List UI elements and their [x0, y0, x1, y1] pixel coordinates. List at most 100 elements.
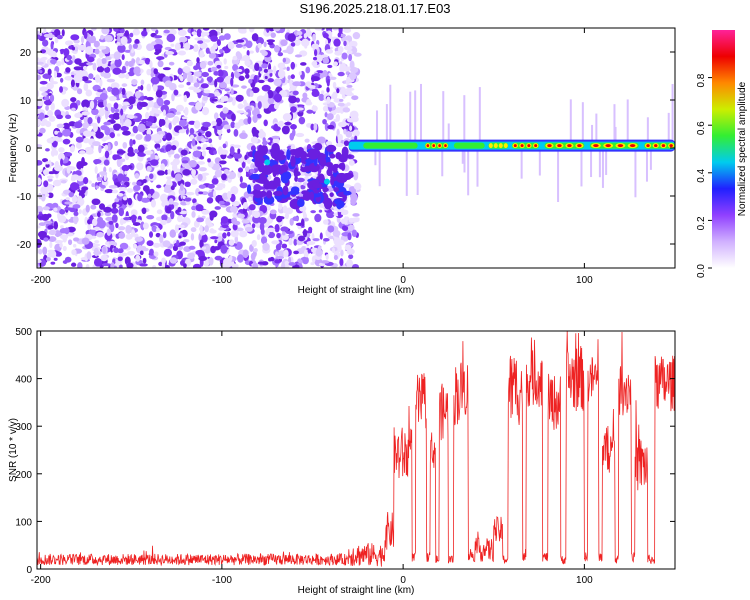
noise-speck [119, 242, 129, 250]
noise-speck [94, 240, 100, 244]
noise-speck [267, 215, 271, 225]
noise-speck [73, 237, 80, 242]
noise-speck [53, 221, 59, 230]
noise-speck [163, 248, 173, 257]
noise-speck [170, 185, 175, 191]
noise-speck [310, 210, 316, 214]
noise-speck [335, 106, 342, 114]
band-peak [547, 144, 552, 148]
noise-speck [118, 207, 125, 217]
band-streak [463, 145, 466, 173]
noise-speck [218, 200, 225, 205]
noise-speck [81, 237, 90, 245]
noise-speck [48, 115, 56, 122]
noise-speck [37, 144, 43, 148]
noise-speck [136, 162, 144, 171]
noise-speck [85, 147, 93, 152]
noise-speck [90, 204, 97, 210]
noise-speck [141, 207, 147, 215]
noise-speck [166, 176, 173, 180]
noise-speck [139, 250, 144, 256]
noise-speck [300, 218, 305, 227]
noise-speck [230, 229, 239, 238]
noise-speck [220, 216, 229, 224]
noise-speck [153, 251, 159, 257]
noise-speck [49, 241, 53, 249]
noise-speck [216, 64, 222, 69]
noise-speck [322, 69, 328, 78]
band-peak [513, 144, 517, 148]
noise-speck [118, 226, 126, 231]
noise-speck [58, 147, 65, 153]
noise-speck [132, 43, 138, 49]
noise-speck [261, 101, 270, 109]
noise-speck [223, 124, 231, 130]
noise-speck [188, 245, 196, 250]
noise-speck [50, 104, 55, 111]
noise-speck [74, 58, 82, 65]
noise-speck [113, 102, 119, 110]
noise-speck [104, 144, 109, 151]
cluster-speck [275, 153, 287, 161]
noise-speck [150, 76, 160, 85]
noise-speck [37, 66, 42, 70]
band-segment [424, 142, 449, 149]
noise-speck [164, 184, 171, 193]
cluster-speck [334, 198, 341, 205]
y-tick-label: -10 [17, 192, 32, 203]
noise-speck [326, 113, 334, 121]
noise-speck [50, 58, 57, 65]
noise-speck [318, 209, 323, 213]
noise-speck [335, 142, 344, 148]
noise-speck [144, 57, 151, 65]
noise-speck [61, 29, 65, 37]
noise-speck [311, 76, 320, 82]
noise-speck [137, 193, 143, 202]
band-segment [544, 142, 585, 149]
noise-speck [214, 255, 223, 261]
noise-speck [172, 158, 180, 166]
noise-speck [146, 68, 152, 76]
noise-speck [351, 229, 358, 237]
noise-speck [37, 89, 40, 98]
noise-speck [201, 150, 207, 158]
noise-speck [73, 121, 83, 129]
noise-speck [167, 151, 172, 155]
noise-speck [344, 45, 353, 51]
noise-speck [354, 135, 358, 141]
noise-speck [273, 78, 282, 87]
noise-speck [178, 235, 182, 239]
noise-speck [312, 238, 320, 242]
y-tick-label: 400 [15, 375, 32, 386]
noise-speck [166, 178, 172, 186]
noise-speck [125, 224, 132, 234]
noise-speck [322, 32, 329, 39]
noise-speck [104, 66, 111, 73]
y-axis-title: Frequency (Hz) [8, 114, 19, 183]
noise-speck [116, 150, 126, 154]
noise-speck [68, 239, 73, 246]
noise-speck [64, 75, 73, 81]
noise-speck [278, 202, 283, 210]
noise-speck [110, 107, 116, 113]
cluster-speck [280, 172, 290, 184]
noise-speck [324, 122, 329, 132]
noise-speck [107, 143, 111, 152]
noise-speck [277, 62, 286, 69]
noise-speck [281, 231, 286, 236]
noise-speck [62, 122, 70, 130]
noise-speck [160, 193, 168, 203]
noise-speck [37, 160, 43, 166]
noise-speck [120, 158, 126, 162]
noise-speck [331, 93, 337, 100]
noise-speck [192, 150, 201, 158]
noise-speck [50, 41, 54, 50]
cluster-speck [337, 173, 342, 183]
band-streak [591, 124, 594, 146]
noise-speck [273, 44, 280, 53]
noise-speck [94, 74, 101, 83]
noise-speck [66, 54, 72, 61]
noise-speck [60, 158, 64, 166]
noise-speck [327, 64, 333, 69]
band-peak [438, 144, 441, 148]
